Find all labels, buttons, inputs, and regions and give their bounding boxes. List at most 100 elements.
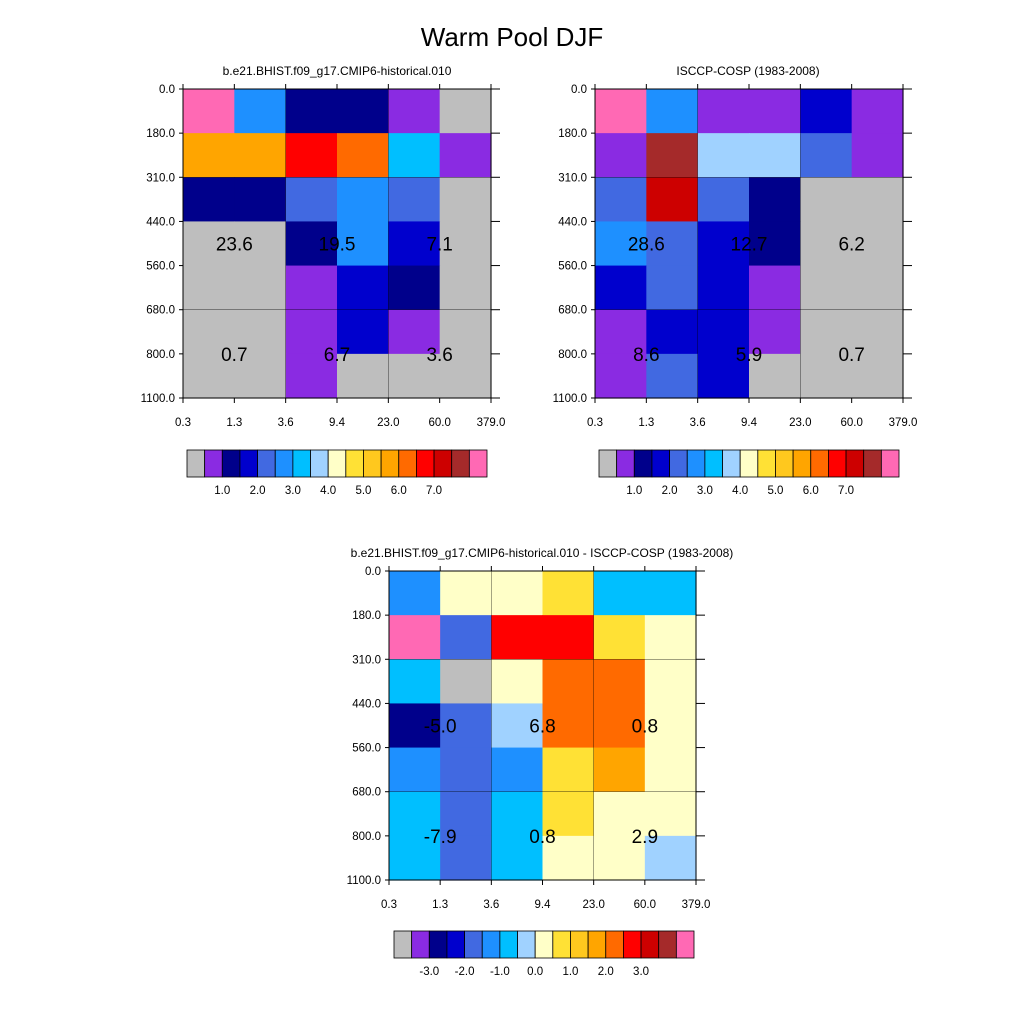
cell-value-label: 0.3 [838, 0, 864, 5]
cell-value-label: 23.6 [216, 235, 253, 256]
heatmap-cell [851, 265, 904, 311]
colorbar-swatch [310, 449, 329, 478]
colorbar-swatch [775, 449, 794, 478]
y-tick-label: 0.0 [571, 84, 587, 96]
y-tick-label: 0.0 [365, 566, 381, 578]
x-tick-label: 379.0 [477, 417, 506, 429]
heatmap-cell [644, 703, 697, 749]
colorbar-swatch [416, 449, 435, 478]
heatmap-cell [644, 615, 697, 660]
y-tick-label: 1100.0 [141, 393, 175, 405]
colorbar-label: 6.0 [803, 485, 819, 497]
cell-value-label: 0.8 [426, 0, 452, 5]
cell-value-label: -4.9 [424, 0, 457, 5]
heatmap-cell [388, 133, 441, 178]
panel-title: b.e21.BHIST.f09_g17.CMIP6-historical.010… [351, 546, 734, 560]
figure-title: Warm Pool DJF [421, 22, 604, 52]
heatmap-cell [800, 89, 853, 134]
colorbar-label: 4.0 [732, 485, 748, 497]
heatmap-cell [439, 133, 492, 178]
cell-value-label: 6.7 [324, 345, 350, 366]
cell-value-label: -7.9 [424, 827, 457, 848]
heatmap-cell [389, 659, 441, 705]
colorbar-label: 1.0 [214, 485, 230, 497]
x-tick-label: 9.4 [535, 899, 552, 911]
heatmap-cell [389, 703, 441, 749]
y-tick-label: 0.0 [159, 84, 175, 96]
cell-value-label: 0.7 [221, 0, 247, 5]
colorbar-label: 2.0 [250, 485, 266, 497]
x-tick-label: 3.6 [483, 899, 499, 911]
heatmap-cell [749, 177, 801, 223]
heatmap-cell [285, 309, 338, 355]
heatmap-cell [593, 747, 646, 793]
colorbar-swatch [481, 930, 501, 959]
colorbar-label: 5.0 [767, 485, 783, 497]
x-tick-label: 0.3 [175, 417, 191, 429]
y-tick-label: 800.0 [146, 349, 175, 361]
heatmap-cell [388, 221, 441, 267]
y-tick-label: 1100.0 [553, 393, 587, 405]
cell-value-label: 28.6 [628, 235, 665, 256]
heatmap-cell [491, 835, 544, 881]
x-tick-label: 23.0 [789, 417, 811, 429]
colorbar-label: 1.0 [562, 966, 578, 978]
colorbar-swatch [669, 449, 688, 478]
heatmap-cell [800, 133, 853, 178]
heatmap-cell [183, 177, 235, 223]
colorbar-swatch [411, 930, 430, 959]
heatmap-cell [183, 265, 235, 311]
colorbar-label: 7.0 [426, 485, 442, 497]
heatmap-cell [800, 177, 853, 223]
heatmap-cell [491, 747, 544, 793]
heatmap-cell [389, 571, 441, 616]
colorbar-swatch [327, 449, 347, 478]
cell-value-label: -0.8 [526, 0, 559, 5]
colorbar-swatch [433, 449, 453, 478]
heatmap-cell [595, 221, 647, 267]
y-tick-label: 560.0 [558, 261, 587, 273]
heatmap-cell [593, 659, 646, 705]
heatmap-cell [800, 265, 853, 311]
colorbar-swatch [658, 930, 677, 959]
colorbar-swatch [292, 449, 311, 478]
y-tick-label: 440.0 [146, 216, 175, 228]
heatmap-cell [595, 265, 647, 311]
cell-value-label: 19.5 [319, 235, 356, 256]
y-tick-label: 180.0 [352, 610, 381, 622]
colorbar-label: 3.0 [285, 485, 301, 497]
heatmap-cell [593, 703, 646, 749]
colorbar-swatch [274, 449, 294, 478]
x-tick-label: 60.0 [428, 417, 450, 429]
y-tick-label: 800.0 [558, 349, 587, 361]
colorbar-swatch [598, 449, 618, 478]
colorbar-swatch [633, 449, 653, 478]
y-tick-label: 800.0 [352, 831, 381, 843]
y-tick-label: 680.0 [558, 305, 587, 317]
heatmap-cell [851, 309, 904, 355]
cell-value-label: 0.8 [529, 827, 555, 848]
x-tick-label: 60.0 [840, 417, 862, 429]
heatmap-cell [644, 791, 697, 837]
colorbar-swatch [810, 449, 829, 478]
heatmap-cell [646, 177, 699, 223]
colorbar-swatch [739, 449, 759, 478]
x-tick-label: 1.3 [226, 417, 242, 429]
heatmap-cell [595, 309, 647, 355]
heatmap-cell [337, 221, 389, 267]
colorbar-swatch [552, 930, 571, 959]
cell-value-label: 5.6 [633, 0, 659, 5]
heatmap-cell [337, 177, 389, 223]
heatmap-cell [440, 791, 492, 837]
colorbar-swatch [186, 449, 206, 478]
heatmap-cell [851, 89, 904, 134]
cell-value-label: 6.8 [529, 717, 555, 738]
colorbar-swatch [828, 449, 847, 478]
heatmap-cell [439, 89, 492, 134]
heatmap-cell [749, 89, 801, 134]
heatmap-cell [749, 221, 801, 267]
x-tick-label: 1.3 [432, 899, 448, 911]
colorbar-swatch [587, 930, 607, 959]
y-tick-label: 180.0 [558, 128, 587, 140]
